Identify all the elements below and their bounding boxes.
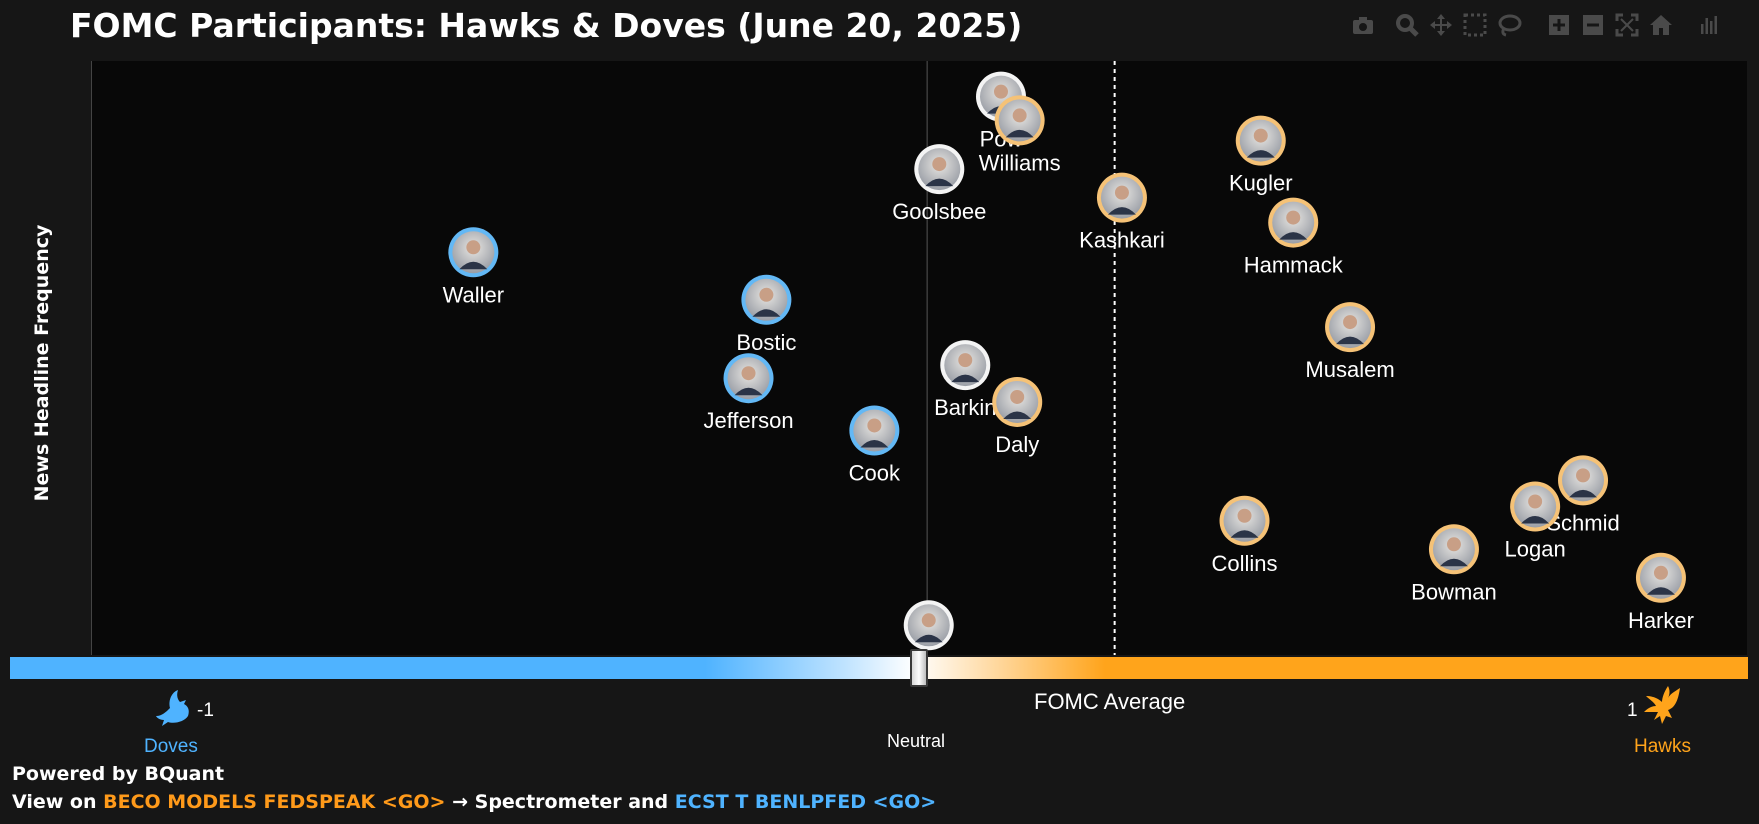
- participant-label: Bostic: [736, 330, 796, 355]
- avatar-shoulders: [734, 387, 763, 396]
- participant-label: Daly: [995, 432, 1039, 457]
- lasso-icon[interactable]: [1496, 12, 1522, 38]
- avatar-shoulders: [459, 261, 488, 270]
- participant-label: Kugler: [1229, 171, 1293, 196]
- avatar-shoulders: [1246, 150, 1275, 158]
- footer-instructions: View on BECO MODELS FEDSPEAK <GO> → Spec…: [12, 791, 936, 813]
- avatar-shoulders: [925, 178, 954, 187]
- avatar-head: [1114, 185, 1129, 200]
- avatar-head: [958, 353, 973, 368]
- avatar-shoulders: [860, 439, 889, 448]
- participant-label: Jefferson: [703, 408, 793, 433]
- zoom-in-icon[interactable]: [1546, 12, 1572, 38]
- avatar-head: [932, 157, 947, 172]
- avatar-shoulders: [951, 374, 980, 383]
- colorbar-left-value: -1: [197, 700, 214, 721]
- participant-cook[interactable]: Cook: [849, 405, 901, 485]
- avatar-head: [867, 418, 882, 433]
- participant-label: Logan: [1505, 537, 1566, 562]
- doves-label: Doves: [144, 736, 198, 757]
- participant-kugler[interactable]: Kugler: [1229, 115, 1293, 196]
- participant-williams[interactable]: Williams: [979, 95, 1061, 175]
- avatar-shoulders: [1003, 411, 1032, 419]
- hawk-icon: [1644, 686, 1680, 724]
- footer-powered-by: Powered by BQuant: [12, 763, 225, 785]
- participant-barr[interactable]: Barr: [903, 600, 954, 680]
- participant-label: Musalem: [1305, 357, 1394, 382]
- participant-label: Waller: [443, 282, 505, 307]
- participant-waller[interactable]: Waller: [443, 227, 505, 307]
- participant-daly[interactable]: Daly: [992, 376, 1043, 457]
- avatar-head: [1653, 565, 1668, 580]
- avatar-shoulders: [1107, 207, 1136, 215]
- participant-goolsbee[interactable]: Goolsbee: [892, 144, 986, 224]
- autoscale-icon[interactable]: [1614, 12, 1640, 38]
- avatar-head: [1286, 210, 1301, 225]
- zoom-icon[interactable]: [1394, 12, 1420, 38]
- avatar-shoulders: [1521, 516, 1550, 524]
- participant-harker[interactable]: Harker: [1628, 552, 1694, 633]
- footer-mid: → Spectrometer and: [445, 791, 675, 813]
- avatar-head: [921, 613, 936, 628]
- avatar-shoulders: [1569, 489, 1598, 498]
- avatar-shoulders: [1005, 129, 1034, 138]
- participant-kashkari[interactable]: Kashkari: [1079, 172, 1165, 253]
- participant-schmid[interactable]: Schmid: [1546, 455, 1620, 535]
- pan-icon[interactable]: [1428, 12, 1454, 38]
- footer-prefix: View on: [12, 791, 104, 813]
- colorbar-right-value: 1: [1627, 700, 1638, 721]
- avatar-shoulders: [1646, 587, 1675, 595]
- participant-label: Collins: [1212, 551, 1278, 576]
- avatar-head: [1237, 508, 1252, 523]
- neutral-label: Neutral: [887, 731, 946, 751]
- zoom-out-icon[interactable]: [1580, 12, 1606, 38]
- avatar-shoulders: [1336, 336, 1365, 345]
- participant-bostic[interactable]: Bostic: [736, 274, 796, 355]
- plotly-logo-icon[interactable]: [1696, 12, 1722, 38]
- footer-ecst-command[interactable]: ECST T BENLPFED <GO>: [674, 791, 937, 813]
- avatar-head: [993, 84, 1008, 99]
- avatar-head: [741, 366, 756, 381]
- participant-jefferson[interactable]: Jefferson: [703, 353, 794, 433]
- avatar-head: [1253, 128, 1268, 143]
- participant-bowman[interactable]: Bowman: [1411, 524, 1497, 604]
- avatar-shoulders: [1439, 558, 1468, 567]
- participant-label: Hammack: [1244, 253, 1344, 278]
- participant-hammack[interactable]: Hammack: [1244, 197, 1344, 278]
- box-select-icon[interactable]: [1462, 12, 1488, 38]
- participant-logan[interactable]: Logan: [1505, 481, 1566, 562]
- participant-barkin[interactable]: Barkin: [934, 340, 996, 420]
- avatar-shoulders: [752, 309, 781, 317]
- avatar-head: [759, 287, 774, 302]
- avatar-head: [1576, 468, 1591, 483]
- avatar-shoulders: [1279, 232, 1308, 240]
- participant-label: Kashkari: [1079, 228, 1165, 253]
- avatar-shoulders: [1230, 530, 1259, 538]
- avatar-shoulders: [914, 634, 943, 643]
- participant-label: Barkin: [934, 395, 996, 420]
- avatar-head: [1010, 389, 1025, 404]
- camera-icon[interactable]: [1350, 12, 1376, 38]
- participant-label: Harker: [1628, 608, 1694, 633]
- avatar-head: [1343, 315, 1358, 330]
- participant-label: Goolsbee: [892, 199, 986, 224]
- avatar-head: [1528, 494, 1543, 509]
- hawk-dove-colorbar: [10, 657, 1748, 679]
- hawks-label: Hawks: [1634, 736, 1692, 757]
- participant-musalem[interactable]: Musalem: [1305, 302, 1395, 382]
- avatar-head: [1012, 108, 1027, 123]
- participant-label: Bowman: [1411, 579, 1497, 604]
- participant-label: Williams: [979, 150, 1061, 175]
- fomc-average-label: FOMC Average: [1034, 689, 1186, 714]
- dove-icon: [156, 690, 189, 726]
- chart-title: FOMC Participants: Hawks & Doves (June 2…: [70, 6, 1023, 45]
- reset-axes-icon[interactable]: [1648, 12, 1674, 38]
- participant-label: Cook: [849, 460, 901, 485]
- avatar-head: [466, 240, 481, 255]
- neutral-slider-handle[interactable]: [910, 649, 928, 687]
- participant-collins[interactable]: Collins: [1212, 495, 1278, 576]
- footer-beco-command[interactable]: BECO MODELS FEDSPEAK <GO>: [103, 791, 446, 813]
- avatar-head: [1446, 537, 1461, 552]
